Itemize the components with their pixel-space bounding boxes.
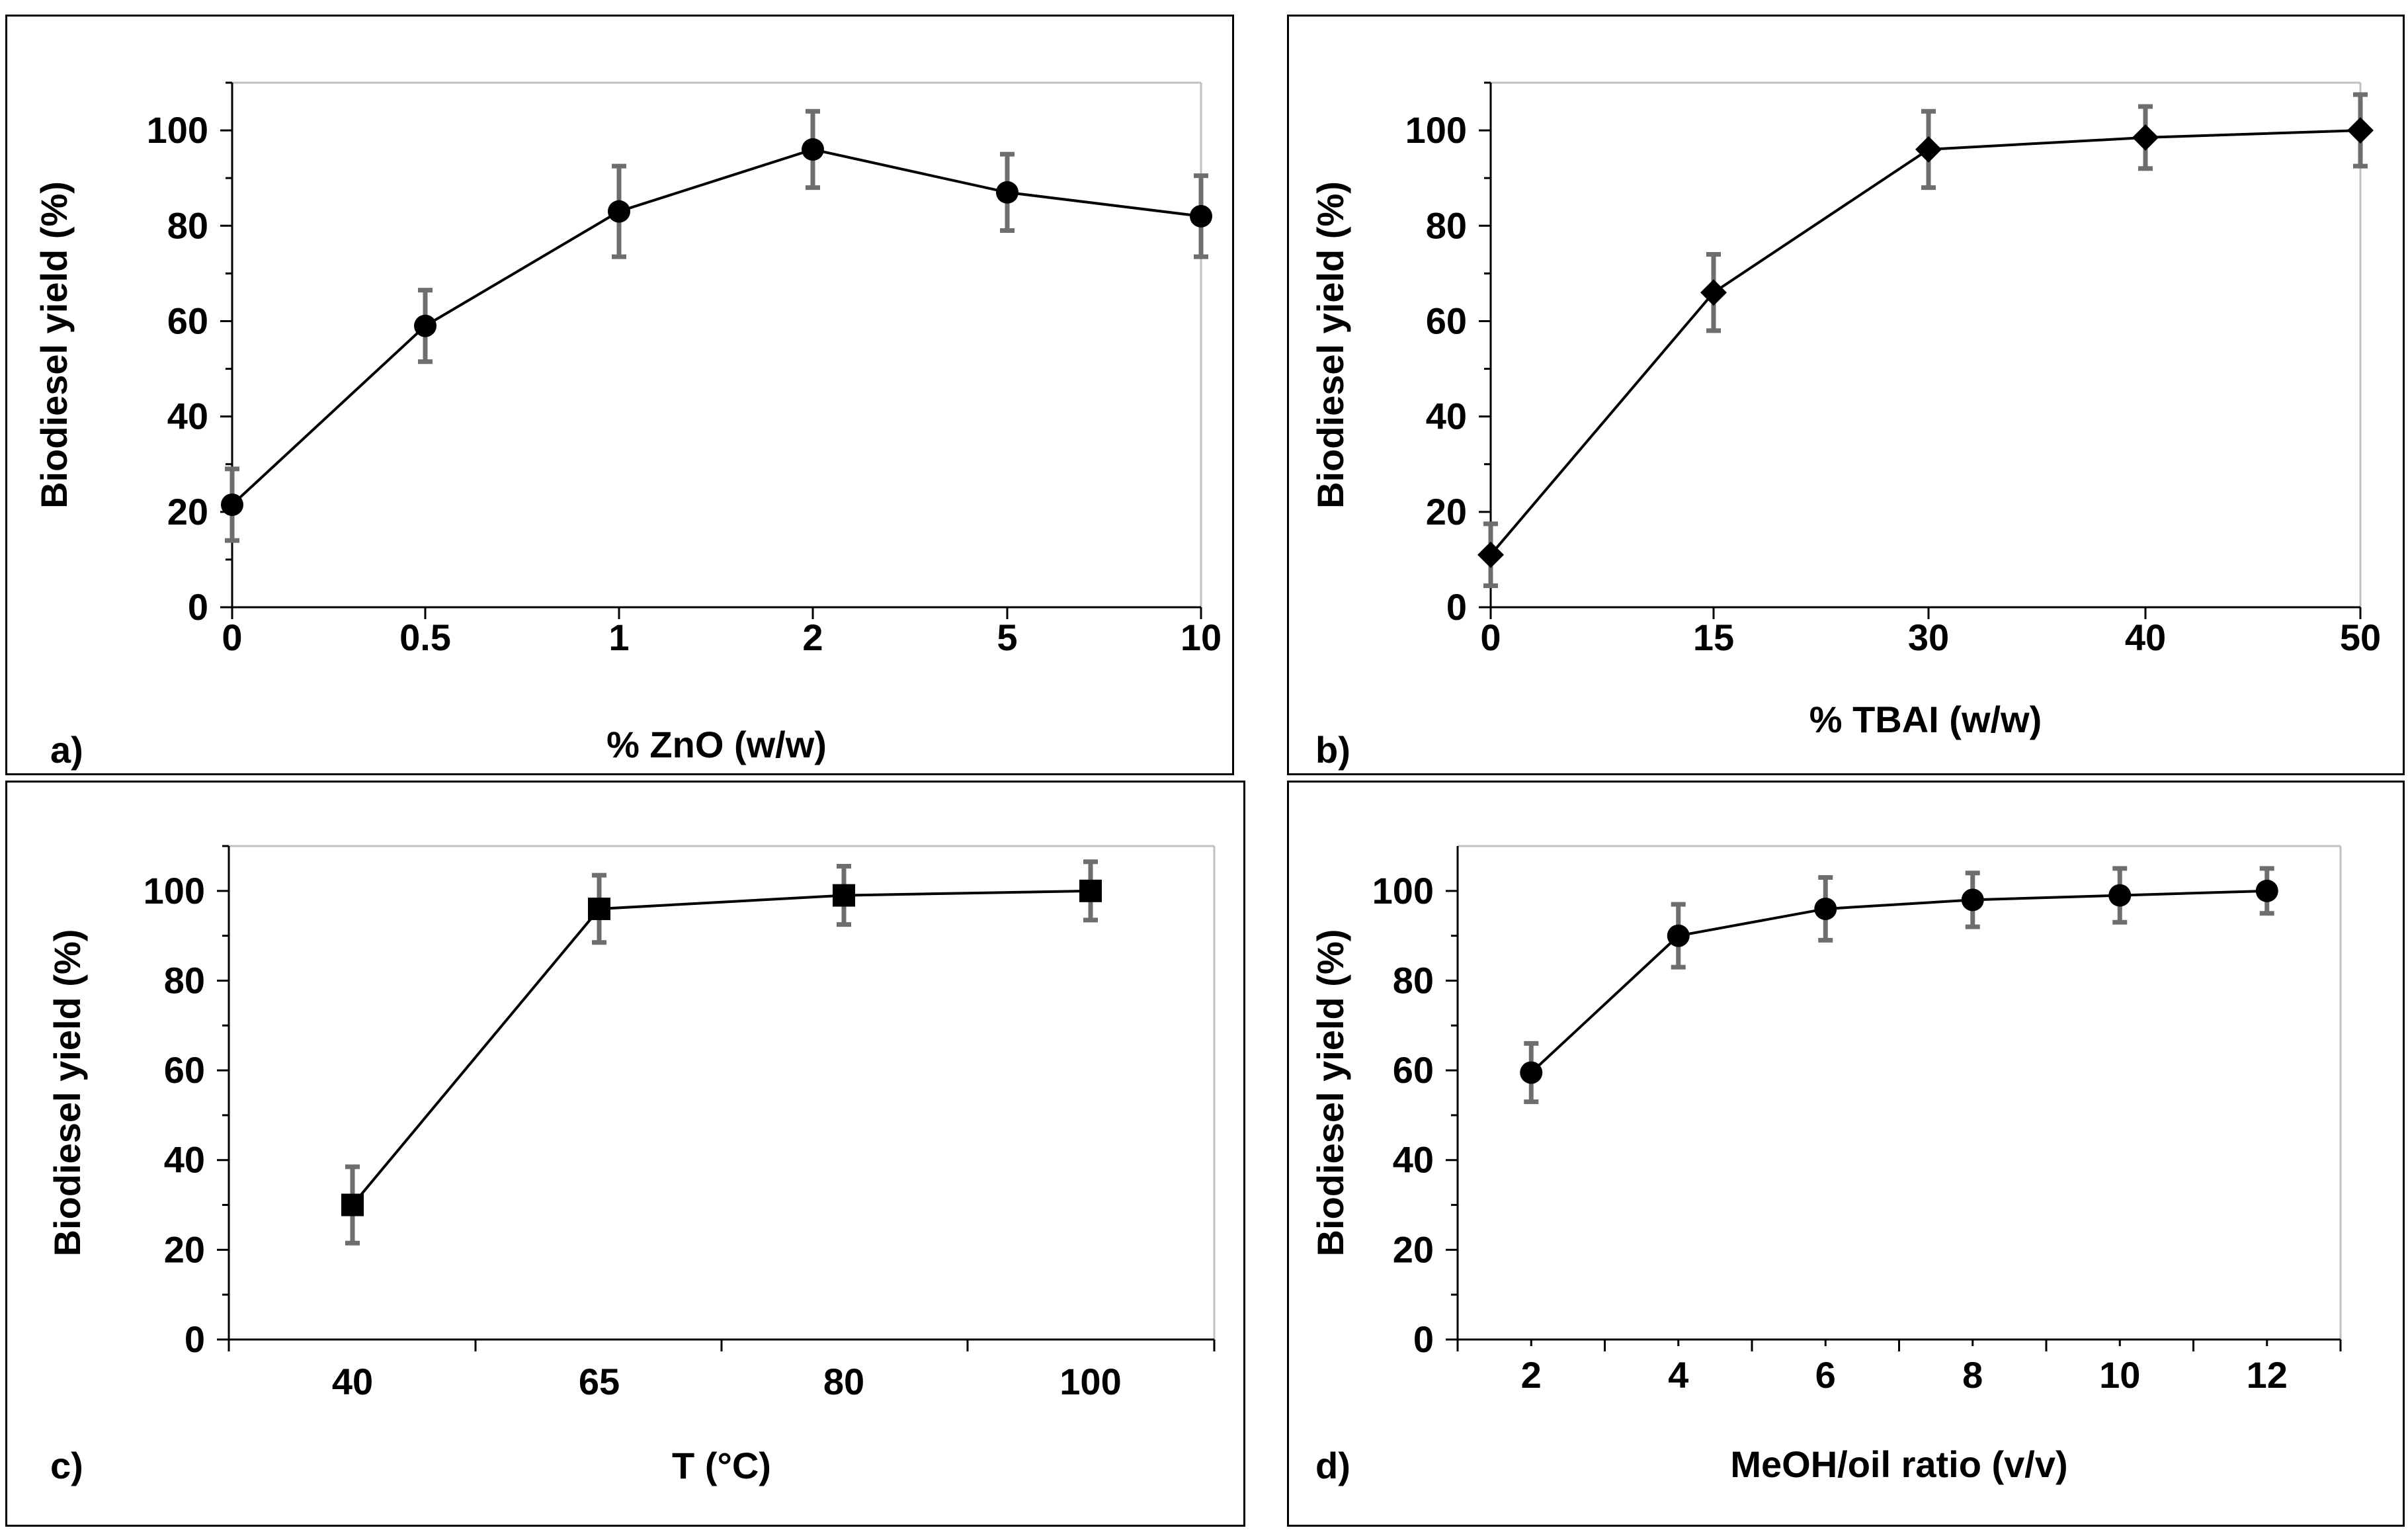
data-point	[221, 493, 243, 517]
chart-panel-c: 0 20 40 60 80 100 40 65 80 100 T (°C) Biodiesel yie…	[5, 781, 1245, 1527]
x-tick-label: 8	[1962, 1354, 1983, 1396]
x-tick-label: 80	[823, 1361, 864, 1402]
panel-label: b)	[1315, 729, 1350, 771]
y-tick-label: 20	[1426, 491, 1467, 532]
series-line	[1530, 889, 2267, 1074]
data-point	[2347, 117, 2374, 144]
y-tick-label: 0	[188, 586, 208, 628]
x-axis-title: % ZnO (w/w)	[606, 724, 827, 765]
data-point	[802, 138, 824, 161]
chart-c: 0 20 40 60 80 100 40 65 80 100 T (°C) Biodiesel yie…	[46, 845, 1216, 1486]
y-tick-label: 40	[1393, 1139, 1434, 1181]
y-tick-label: 100	[144, 870, 205, 912]
data-point	[341, 1193, 364, 1216]
x-tick-label: 50	[2340, 617, 2381, 658]
x-axis-title: % TBAI (w/w)	[1809, 699, 2042, 740]
y-tick-label: 80	[164, 959, 205, 1001]
y-tick-label: 80	[167, 204, 208, 246]
data-point	[1961, 888, 1984, 912]
x-tick-label: 65	[579, 1361, 620, 1402]
chart-b: 0 20 40 60 80 100 0 15 30 40 50 % TBAI (w/w) Biodies…	[1309, 81, 2381, 771]
x-axis-title: T (°C)	[672, 1445, 771, 1486]
y-tick-label: 0	[185, 1318, 205, 1360]
y-tick-label: 100	[1372, 870, 1434, 912]
series-line	[351, 889, 1091, 1206]
x-tick-label: 30	[1908, 617, 1949, 658]
y-tick-label: 0	[1413, 1318, 1434, 1360]
x-tick-label: 6	[1815, 1354, 1836, 1396]
y-tick-label: 40	[164, 1139, 205, 1181]
data-point	[996, 181, 1018, 204]
y-tick-label: 80	[1426, 204, 1467, 246]
data-point	[588, 897, 610, 920]
chart-panel-a: 0 20 40 60 80 100 0 0.5 1 2 5 10 % ZnO (w/w) Biodiese…	[5, 15, 1234, 775]
data-point	[1667, 924, 1690, 947]
data-point	[1520, 1061, 1543, 1084]
panel-label: d)	[1315, 1445, 1350, 1486]
data-point	[1079, 879, 1102, 902]
x-tick-label: 5	[997, 617, 1017, 658]
chart-a: 0 20 40 60 80 100 0 0.5 1 2 5 10 % ZnO (w/w) Biodiese…	[33, 81, 1222, 771]
x-tick-label: 0.5	[399, 617, 451, 658]
x-tick-label: 15	[1693, 617, 1734, 658]
chart-panel-d: 0 20 40 60 80 100 2 4 6 8 10 12 MeOH/oil ratio (v/v)…	[1287, 781, 2405, 1527]
y-tick-label: 100	[1405, 109, 1467, 151]
y-axis-title: Biodiesel yield (%)	[1309, 181, 1351, 509]
y-tick-label: 60	[167, 300, 208, 341]
x-tick-label: 12	[2247, 1354, 2288, 1396]
y-axis-title: Biodiesel yield (%)	[33, 181, 75, 509]
y-tick-label: 100	[147, 109, 208, 151]
data-point	[1814, 897, 1837, 920]
y-tick-label: 0	[1446, 586, 1467, 628]
x-tick-label: 100	[1059, 1361, 1121, 1402]
panel-label: a)	[50, 729, 83, 771]
y-tick-label: 60	[164, 1049, 205, 1091]
data-point	[608, 200, 630, 223]
x-tick-label: 40	[2125, 617, 2166, 658]
y-axis-title: Biodiesel yield (%)	[1309, 929, 1351, 1257]
data-point	[1915, 136, 1942, 163]
data-point	[1477, 541, 1504, 568]
x-tick-label: 0	[1480, 617, 1501, 658]
y-tick-label: 40	[167, 396, 208, 437]
x-tick-label: 2	[802, 617, 823, 658]
series-line	[231, 148, 1202, 506]
panel-label: c)	[50, 1445, 83, 1486]
chart-d: 0 20 40 60 80 100 2 4 6 8 10 12 MeOH/oil ratio (v/v)…	[1309, 845, 2342, 1486]
y-tick-label: 80	[1393, 959, 1434, 1001]
data-point	[1190, 204, 1212, 228]
x-tick-label: 2	[1521, 1354, 1542, 1396]
y-tick-label: 20	[167, 491, 208, 532]
x-tick-label: 1	[608, 617, 629, 658]
x-tick-label: 40	[332, 1361, 373, 1402]
x-axis-title: MeOH/oil ratio (v/v)	[1730, 1443, 2067, 1485]
x-tick-label: 10	[2099, 1354, 2140, 1396]
data-point	[414, 314, 436, 337]
series-line	[1489, 129, 2361, 556]
y-tick-label: 20	[164, 1228, 205, 1270]
x-tick-label: 10	[1181, 617, 1222, 658]
y-tick-label: 60	[1426, 300, 1467, 341]
data-point	[2108, 884, 2132, 907]
y-tick-label: 40	[1426, 396, 1467, 437]
data-point	[2255, 879, 2278, 902]
x-tick-label: 4	[1668, 1354, 1688, 1396]
chart-panel-b: 0 20 40 60 80 100 0 15 30 40 50 % TBAI (w/w) Biodies…	[1287, 15, 2405, 775]
data-point	[2132, 124, 2159, 151]
data-point	[1700, 279, 1727, 306]
data-point	[833, 884, 855, 907]
y-axis-title: Biodiesel yield (%)	[46, 929, 88, 1257]
y-tick-label: 20	[1393, 1228, 1434, 1270]
y-tick-label: 60	[1393, 1049, 1434, 1091]
x-tick-label: 0	[222, 617, 242, 658]
